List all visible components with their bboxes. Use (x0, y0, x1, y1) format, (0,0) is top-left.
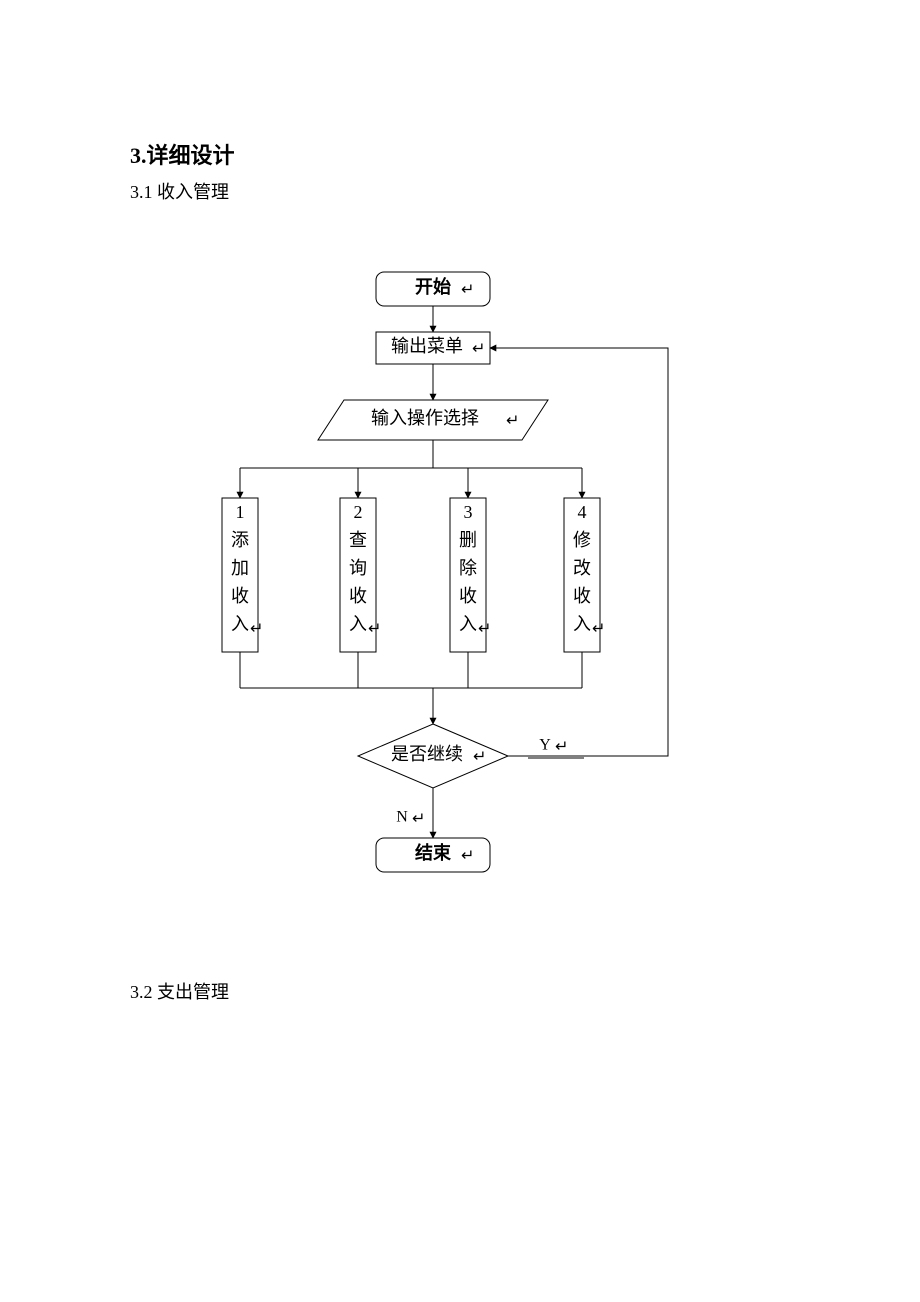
svg-text:入: 入 (231, 614, 249, 634)
svg-text:↵: ↵ (412, 811, 425, 828)
svg-text:添: 添 (231, 530, 249, 550)
svg-text:入: 入 (349, 614, 367, 634)
svg-text:↵: ↵ (472, 341, 485, 358)
svg-text:↵: ↵ (250, 621, 263, 638)
svg-text:入: 入 (459, 614, 477, 634)
svg-text:输入操作选择: 输入操作选择 (371, 408, 479, 428)
svg-text:收: 收 (231, 586, 249, 606)
svg-text:↵: ↵ (506, 413, 519, 430)
svg-text:↵: ↵ (368, 621, 381, 638)
svg-text:删: 删 (459, 530, 477, 550)
svg-text:收: 收 (459, 586, 477, 606)
svg-text:1: 1 (236, 502, 245, 522)
svg-text:↵: ↵ (478, 621, 491, 638)
svg-text:加: 加 (231, 558, 249, 578)
svg-text:↵: ↵ (555, 739, 568, 756)
svg-text:↵: ↵ (473, 749, 486, 766)
svg-text:Y: Y (539, 737, 551, 754)
svg-text:收: 收 (349, 586, 367, 606)
svg-text:2: 2 (354, 502, 363, 522)
svg-text:↵: ↵ (592, 621, 605, 638)
svg-text:收: 收 (573, 586, 591, 606)
svg-text:开始: 开始 (415, 276, 451, 297)
svg-text:输出菜单: 输出菜单 (391, 336, 463, 356)
svg-text:修: 修 (573, 530, 591, 550)
svg-text:查: 查 (349, 530, 367, 550)
svg-text:入: 入 (573, 614, 591, 634)
svg-text:N: N (396, 809, 408, 826)
svg-text:3: 3 (464, 502, 473, 522)
svg-text:结束: 结束 (415, 842, 452, 863)
svg-text:除: 除 (459, 558, 477, 578)
svg-text:询: 询 (349, 558, 367, 578)
svg-text:改: 改 (573, 558, 591, 578)
svg-text:↵: ↵ (461, 848, 474, 865)
svg-text:4: 4 (578, 502, 587, 522)
svg-text:↵: ↵ (461, 282, 474, 299)
svg-text:是否继续: 是否继续 (391, 744, 463, 764)
flowchart-svg: 开始↵输出菜单↵输入操作选择↵1添加收入↵2查询收入↵3删除收入↵4修改收入↵是… (0, 0, 920, 1302)
